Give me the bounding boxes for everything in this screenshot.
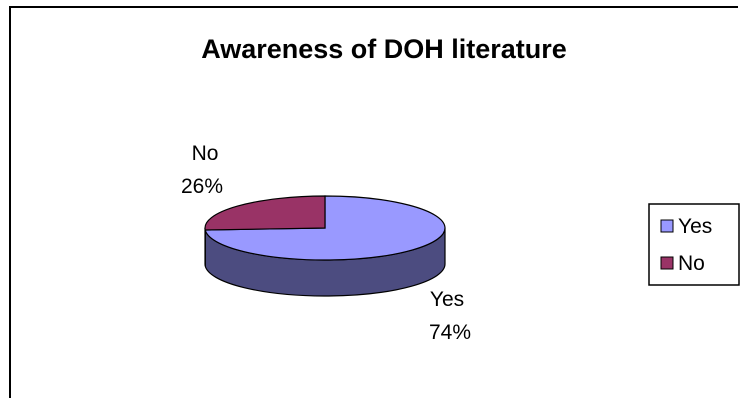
chart-title: Awareness of DOH literature xyxy=(201,34,567,64)
legend-box xyxy=(648,203,740,286)
data-label-yes-percent: 74% xyxy=(429,321,471,344)
legend-swatch-yes xyxy=(660,219,674,233)
legend: Yes No xyxy=(648,203,740,286)
data-label-no-percent: 26% xyxy=(181,175,223,198)
pie-group xyxy=(204,195,446,297)
legend-swatch-no xyxy=(660,256,674,270)
pie-slice-no xyxy=(204,195,326,231)
data-label-no-name: No xyxy=(192,142,219,165)
legend-label-no: No xyxy=(678,252,705,275)
legend-label-yes: Yes xyxy=(678,215,712,238)
data-label-yes-name: Yes xyxy=(430,288,464,311)
